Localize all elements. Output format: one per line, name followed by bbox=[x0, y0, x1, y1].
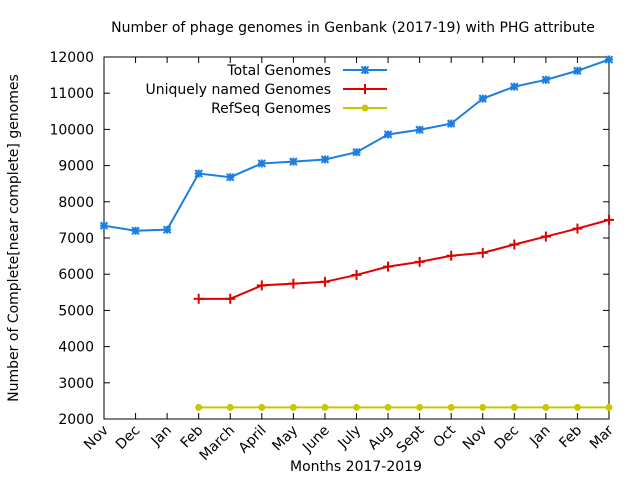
data-point bbox=[573, 66, 582, 75]
data-point bbox=[510, 82, 519, 91]
data-point bbox=[573, 403, 581, 411]
data-point bbox=[542, 403, 550, 411]
data-point bbox=[604, 55, 614, 64]
data-point bbox=[353, 403, 360, 411]
y-axis-title: Number of Complete[near complete] genome… bbox=[6, 74, 22, 402]
data-point bbox=[604, 214, 614, 225]
data-point bbox=[352, 147, 361, 157]
data-point bbox=[384, 403, 392, 411]
data-point bbox=[541, 75, 551, 85]
data-point bbox=[605, 403, 613, 411]
data-point bbox=[351, 269, 362, 280]
x-axis-title: Months 2017-2019 bbox=[290, 459, 422, 475]
data-point bbox=[225, 293, 236, 304]
chart-title: Number of phage genomes in Genbank (2017… bbox=[111, 20, 595, 36]
data-point bbox=[415, 125, 424, 134]
y-tick-label: 8000 bbox=[58, 195, 94, 211]
x-tick-label: Jan bbox=[526, 423, 553, 450]
data-point bbox=[226, 403, 234, 411]
y-tick-label: 12000 bbox=[49, 50, 94, 66]
data-point bbox=[195, 403, 203, 411]
data-point bbox=[477, 247, 488, 258]
x-tick-label: Mar bbox=[587, 422, 617, 452]
data-point bbox=[288, 278, 299, 289]
data-point bbox=[360, 84, 370, 94]
x-tick-label: Aug bbox=[365, 423, 396, 454]
y-tick-label: 10000 bbox=[49, 122, 94, 138]
data-point bbox=[289, 403, 297, 411]
x-tick-label: July bbox=[334, 423, 364, 453]
legend-item: Total Genomes bbox=[226, 63, 387, 79]
x-tick-label: March bbox=[197, 423, 238, 464]
y-axis: 2000 3000 4000 5000 6000 7000 8000 9000 10000 110… bbox=[49, 50, 609, 428]
data-point bbox=[162, 225, 172, 234]
y-tick-label: 6000 bbox=[58, 267, 94, 283]
data-point bbox=[414, 256, 425, 267]
data-point bbox=[540, 231, 551, 242]
legend-item: Uniquely named Genomes bbox=[146, 82, 387, 98]
y-tick-label: 3000 bbox=[58, 376, 94, 392]
x-tick-label: Sept bbox=[394, 422, 428, 456]
data-point bbox=[320, 155, 330, 164]
x-tick-label: Feb bbox=[556, 422, 585, 451]
data-point bbox=[258, 403, 266, 411]
series-2 bbox=[195, 403, 613, 411]
series-0 bbox=[99, 55, 614, 235]
y-tick-label: 4000 bbox=[58, 340, 94, 356]
series-line bbox=[198, 218, 610, 300]
y-tick-label: 7000 bbox=[58, 231, 94, 247]
x-tick-label: Dec bbox=[492, 423, 522, 453]
data-point bbox=[446, 250, 457, 261]
data-point bbox=[99, 221, 109, 230]
y-tick-label: 5000 bbox=[58, 303, 94, 319]
data-point bbox=[321, 403, 329, 411]
x-tick-label: May bbox=[269, 423, 301, 455]
data-point bbox=[383, 130, 393, 139]
data-point bbox=[131, 226, 140, 235]
legend-label: RefSeq Genomes bbox=[211, 101, 331, 117]
y-tick-label: 2000 bbox=[58, 412, 94, 428]
data-point bbox=[479, 403, 487, 411]
data-point bbox=[226, 172, 235, 182]
data-point bbox=[361, 104, 369, 112]
x-tick-label: Nov bbox=[460, 423, 491, 454]
data-point bbox=[360, 65, 370, 75]
y-tick-label: 9000 bbox=[58, 159, 94, 175]
x-tick-label: April bbox=[236, 423, 270, 457]
series-layer bbox=[99, 55, 614, 411]
legend-item: RefSeq Genomes bbox=[211, 101, 387, 117]
legend-label: Total Genomes bbox=[226, 63, 331, 79]
x-tick-label: Oct bbox=[431, 422, 460, 451]
data-point bbox=[383, 261, 394, 272]
data-point bbox=[572, 223, 583, 234]
data-point bbox=[446, 119, 456, 128]
data-point bbox=[447, 403, 455, 411]
series-1 bbox=[193, 214, 614, 304]
legend-label: Uniquely named Genomes bbox=[146, 82, 332, 98]
data-point bbox=[193, 293, 204, 304]
data-point bbox=[510, 403, 518, 411]
data-point bbox=[257, 159, 267, 168]
data-point bbox=[289, 157, 298, 166]
legend: Total Genomes Uniquely named Genomes RefSe… bbox=[146, 63, 387, 117]
data-point bbox=[256, 280, 267, 291]
data-point bbox=[194, 169, 203, 178]
plot-frame bbox=[103, 56, 610, 420]
data-point bbox=[319, 276, 330, 287]
y-tick-label: 11000 bbox=[49, 86, 94, 102]
x-tick-label: June bbox=[299, 423, 333, 457]
data-point bbox=[416, 403, 424, 411]
data-point bbox=[509, 239, 520, 250]
x-tick-label: Dec bbox=[113, 423, 143, 453]
data-point bbox=[478, 94, 487, 103]
x-tick-label: Jan bbox=[148, 423, 175, 450]
